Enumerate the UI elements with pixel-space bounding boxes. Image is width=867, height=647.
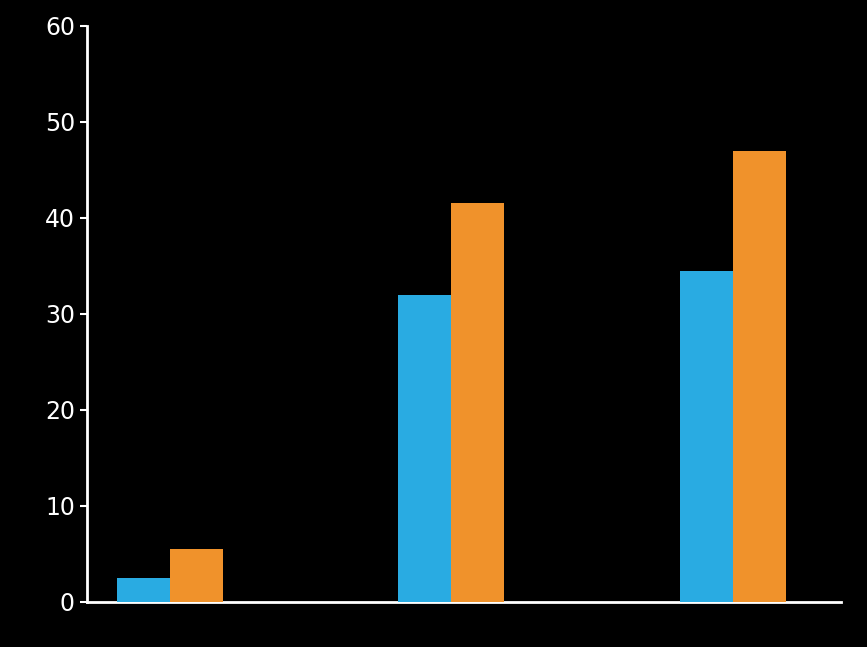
Bar bbox=[116, 578, 170, 602]
Bar bbox=[398, 294, 452, 602]
Bar bbox=[170, 549, 223, 602]
Bar bbox=[681, 270, 733, 602]
Bar bbox=[733, 151, 786, 602]
Bar bbox=[452, 203, 505, 602]
